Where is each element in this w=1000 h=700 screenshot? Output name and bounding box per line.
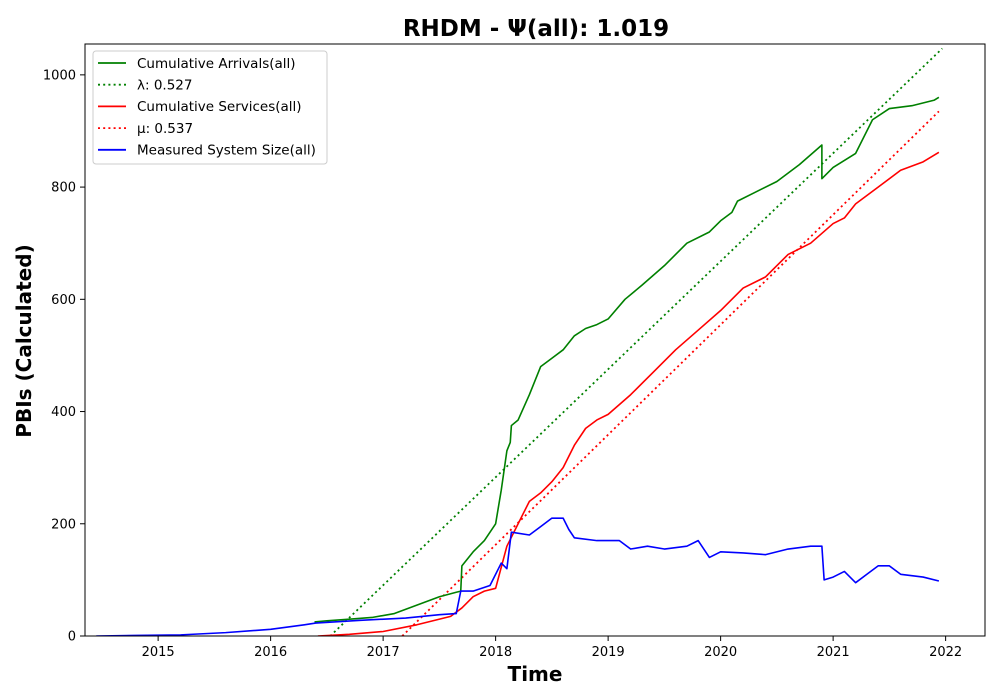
x-tick-label: 2018 bbox=[479, 645, 512, 660]
x-tick-label: 2021 bbox=[817, 645, 850, 660]
series-line bbox=[317, 151, 940, 636]
plot-area bbox=[96, 47, 943, 636]
y-axis: 0 200 400 600 800 1000 bbox=[43, 68, 85, 645]
x-tick-label: 2020 bbox=[704, 645, 737, 660]
plot-frame bbox=[84, 43, 986, 637]
y-tick-label: 800 bbox=[51, 181, 76, 196]
series-line bbox=[96, 517, 940, 636]
legend-label: Cumulative Arrivals(all) bbox=[137, 56, 296, 72]
legend-box bbox=[92, 50, 328, 165]
x-tick-label: 2022 bbox=[929, 645, 962, 660]
series-line bbox=[329, 47, 943, 636]
legend-label: Measured System Size(all) bbox=[137, 143, 316, 159]
y-tick-label: 200 bbox=[51, 517, 76, 532]
x-tick-label: 2019 bbox=[592, 645, 625, 660]
legend: Cumulative Arrivals(all) λ: 0.527 Cumulati… bbox=[92, 50, 328, 165]
x-tick-label: 2015 bbox=[142, 645, 175, 660]
x-axis-title: Time bbox=[508, 662, 563, 686]
y-axis-title: PBIs (Calculated) bbox=[12, 244, 36, 437]
series-line bbox=[314, 96, 940, 623]
series-line bbox=[401, 110, 940, 636]
y-tick-label: 400 bbox=[51, 405, 76, 420]
y-tick-label: 600 bbox=[51, 293, 76, 308]
chart-title: RHDM - Ψ(all): 1.019 bbox=[403, 16, 669, 42]
x-axis: 2015 2016 2017 2018 2019 2020 2021 2022 bbox=[142, 636, 962, 660]
legend-label: μ: 0.537 bbox=[137, 121, 193, 137]
y-tick-label: 1000 bbox=[43, 68, 76, 83]
legend-label: Cumulative Services(all) bbox=[137, 99, 302, 115]
legend-label: λ: 0.527 bbox=[137, 78, 192, 94]
x-tick-label: 2016 bbox=[254, 645, 287, 660]
x-tick-label: 2017 bbox=[367, 645, 400, 660]
y-tick-label: 0 bbox=[68, 630, 76, 645]
